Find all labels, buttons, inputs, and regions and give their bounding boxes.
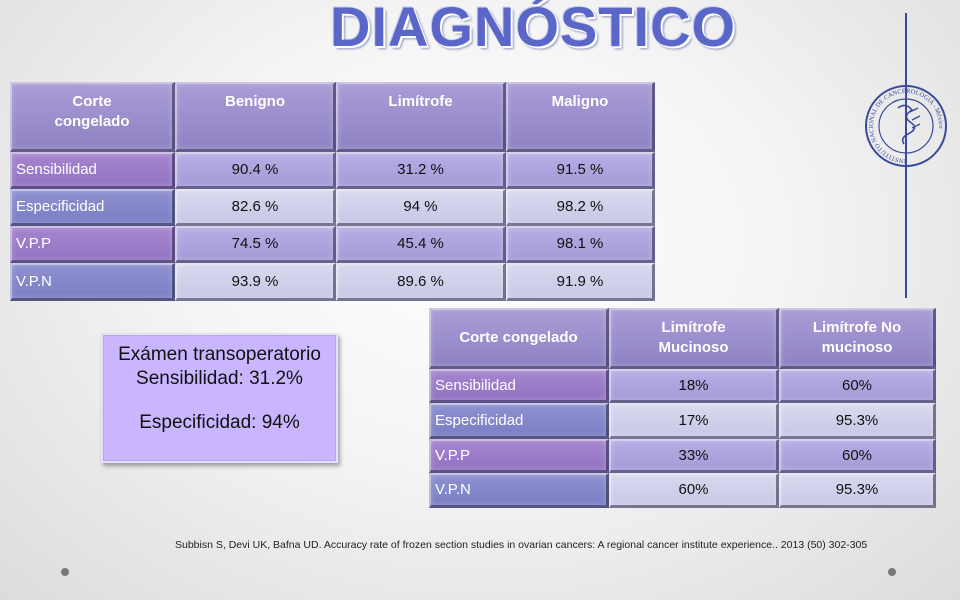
table-cell: 60% xyxy=(779,369,936,403)
header-text: Corte congelado xyxy=(54,93,130,130)
table-row-label: V.P.P xyxy=(10,226,175,263)
table2-header-corte-congelado: Corte congelado xyxy=(429,308,609,369)
callout-line-1: Exámen transoperatorio xyxy=(118,344,321,365)
table-cell: 98.1 % xyxy=(506,226,655,263)
citation: Subbisn S, Devi UK, Bafna UD. Accuracy r… xyxy=(175,539,868,551)
table-cell: 90.4 % xyxy=(175,152,336,189)
table-cell: 91.9 % xyxy=(506,263,655,301)
table1-header-benigno: Benigno xyxy=(175,82,336,152)
table-cell: 33% xyxy=(609,439,779,473)
slide-dot-right xyxy=(888,568,896,576)
table2-header-limitrofe-mucinoso: Limítrofe Mucinoso xyxy=(609,308,779,369)
callout-line-3: Especificidad: 94% xyxy=(139,412,300,433)
table-row-label: Sensibilidad xyxy=(429,369,609,403)
callout-spacer xyxy=(103,391,336,411)
transoperative-callout: Exámen transoperatorio Sensibilidad: 31.… xyxy=(101,333,338,463)
table-row-label: V.P.N xyxy=(429,473,609,508)
header-text: Limítrofe Mucinoso xyxy=(658,319,729,356)
table-cell: 93.9 % xyxy=(175,263,336,301)
table2-header-limitrofe-no-mucinoso: Limítrofe No mucinoso xyxy=(779,308,936,369)
table-row-label: Sensibilidad xyxy=(10,152,175,189)
table1-header-limitrofe: Limítrofe xyxy=(336,82,506,152)
table-cell: 45.4 % xyxy=(336,226,506,263)
institute-seal-icon: INSTITUTO NACIONAL DE CANCEROLOGIA - Méx… xyxy=(865,13,947,298)
table-cell: 74.5 % xyxy=(175,226,336,263)
slide-title: DIAGNÓSTICO xyxy=(330,0,737,58)
table-row-label: V.P.P xyxy=(429,439,609,473)
table-cell: 95.3% xyxy=(779,403,936,439)
slide-dot-left xyxy=(61,568,69,576)
table-cell: 94 % xyxy=(336,189,506,226)
table-cell: 60% xyxy=(609,473,779,508)
table-row-label: V.P.N xyxy=(10,263,175,301)
table1-header-corte-congelado: Corte congelado xyxy=(10,82,175,152)
callout-line-2: Sensibilidad: 31.2% xyxy=(136,368,303,389)
table-cell: 95.3% xyxy=(779,473,936,508)
table-cell: 31.2 % xyxy=(336,152,506,189)
table1-header-maligno: Maligno xyxy=(506,82,655,152)
table-cell: 89.6 % xyxy=(336,263,506,301)
table-row-label: Especificidad xyxy=(10,189,175,226)
table-cell: 60% xyxy=(779,439,936,473)
table-row-label: Especificidad xyxy=(429,403,609,439)
table-cell: 91.5 % xyxy=(506,152,655,189)
table-cell: 18% xyxy=(609,369,779,403)
table-cell: 17% xyxy=(609,403,779,439)
table-cell: 82.6 % xyxy=(175,189,336,226)
table-cell: 98.2 % xyxy=(506,189,655,226)
header-text: Limítrofe No mucinoso xyxy=(812,319,902,356)
